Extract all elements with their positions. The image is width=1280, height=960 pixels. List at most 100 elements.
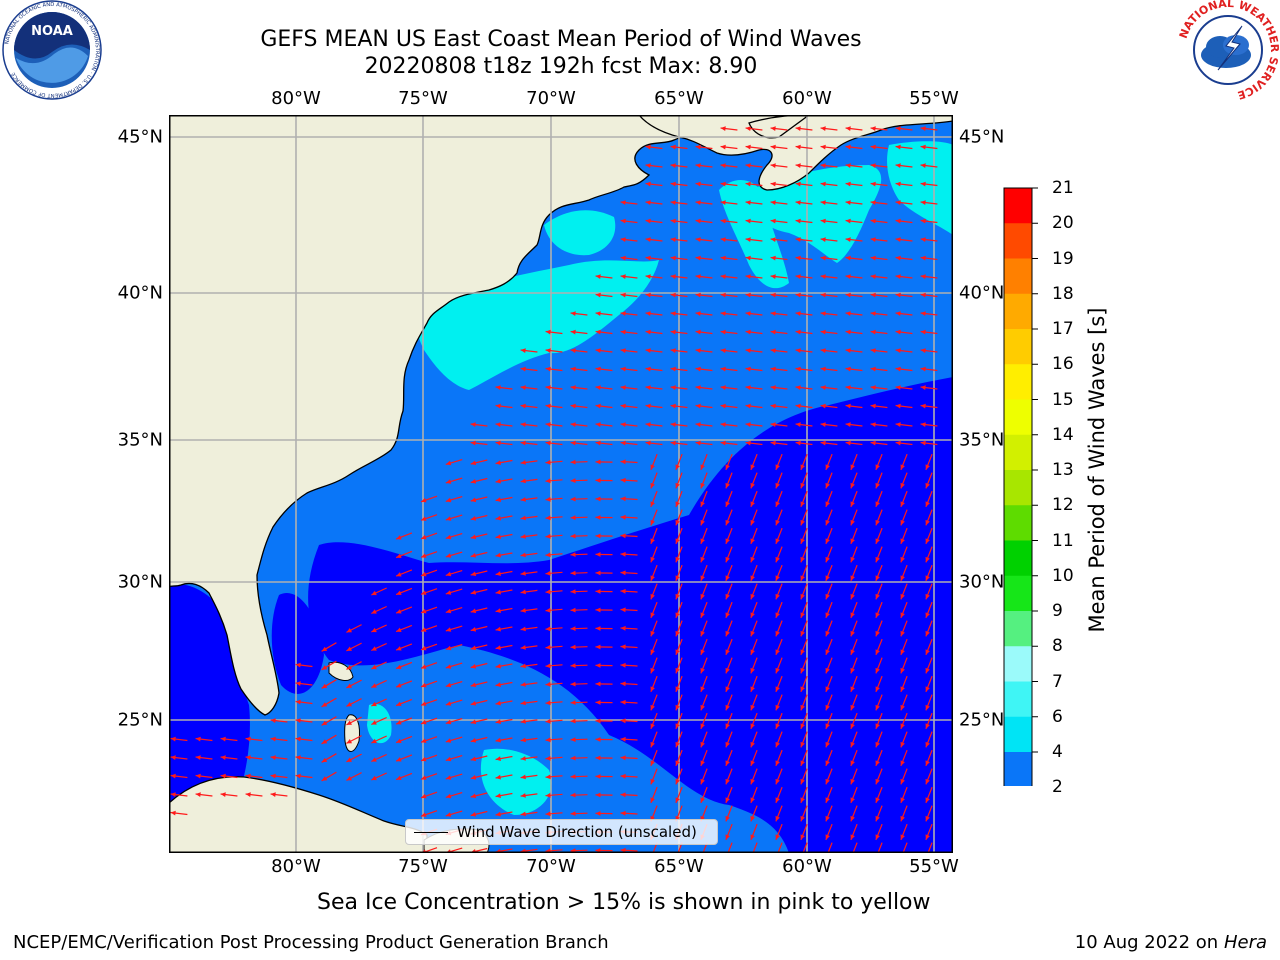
wave-arrow-head <box>620 311 626 316</box>
wave-arrow-head <box>371 664 377 670</box>
wave-arrow-head <box>700 482 705 489</box>
wave-arrow-head <box>775 649 780 655</box>
wave-arrow-head <box>825 815 830 822</box>
wave-arrow-head <box>745 329 751 335</box>
wave-arrow-head <box>545 681 551 687</box>
wave-arrow-head <box>695 311 701 316</box>
wave-arrow-head <box>371 701 377 707</box>
wave-arrow-head <box>870 348 876 353</box>
wave-arrow-head <box>645 237 651 242</box>
wave-arrow-head <box>421 719 427 725</box>
wave-arrow-head <box>321 646 328 652</box>
wave-arrow-head <box>875 649 880 655</box>
wave-arrow-head <box>695 348 701 353</box>
wave-arrow-head <box>620 810 626 816</box>
wave-arrow-head <box>750 778 755 785</box>
wave-arrow-head <box>870 126 876 131</box>
colorbar-label-7: 7 <box>1052 671 1063 692</box>
wave-arrow-head <box>895 311 901 316</box>
wave-arrow-head <box>270 755 276 760</box>
wave-arrow-head <box>195 773 201 779</box>
wave-arrow-head <box>470 590 477 595</box>
wave-arrow-head <box>595 440 601 446</box>
wave-arrow-head <box>695 181 701 187</box>
wave-arrow-head <box>545 700 551 706</box>
wave-arrow-head <box>396 720 402 725</box>
wave-arrow-head <box>620 403 626 409</box>
wave-arrow-head <box>800 760 805 766</box>
wave-arrow-head <box>371 775 377 781</box>
colorbar-label-15: 15 <box>1052 389 1074 410</box>
wave-arrow-head <box>745 237 751 242</box>
wave-arrow-head <box>595 774 601 779</box>
wave-arrow-head <box>495 515 501 521</box>
wave-arrow-head <box>725 575 730 581</box>
colorbar-title: Mean Period of Wind Waves [s] <box>1085 307 1109 633</box>
wave-arrow-head <box>725 686 730 692</box>
lat-tick-right-2: 35°N <box>959 429 1005 451</box>
wave-arrow-head <box>850 741 855 748</box>
wave-arrow-head <box>700 649 705 655</box>
wave-arrow-head <box>620 459 626 465</box>
wave-arrow-head <box>770 144 776 150</box>
wave-arrow-head <box>595 366 601 372</box>
wave-arrow-head <box>595 496 601 502</box>
lat-tick-left-4: 25°N <box>117 709 163 731</box>
wave-arrow-head <box>925 667 930 674</box>
wave-arrow-head <box>875 778 880 785</box>
wave-arrow-head <box>770 366 776 372</box>
wave-arrow-head <box>745 311 751 316</box>
wave-arrow-head <box>895 329 901 335</box>
wave-arrow-head <box>800 464 805 470</box>
wave-arrow-head <box>495 663 501 669</box>
wave-arrow-head <box>670 348 676 353</box>
wave-arrow-head <box>850 760 855 766</box>
wave-arrow-head <box>725 556 730 563</box>
wave-arrow-head <box>670 181 676 187</box>
wave-arrow-head <box>321 720 328 726</box>
wave-arrow-head <box>545 755 551 761</box>
wave-arrow-head <box>495 440 501 446</box>
wave-arrow-head <box>520 608 526 613</box>
wave-arrow-head <box>346 739 352 744</box>
wave-arrow-head <box>470 812 477 817</box>
wave-arrow-head <box>495 478 501 484</box>
wave-arrow-head <box>570 755 576 761</box>
wave-arrow-head <box>895 200 901 205</box>
wave-arrow-head <box>495 460 501 465</box>
wave-arrow-head <box>825 649 830 655</box>
wave-arrow-head <box>295 699 301 705</box>
wave-arrow-head <box>750 834 755 840</box>
wave-arrow-head <box>845 292 851 298</box>
wave-arrow-head <box>745 274 751 279</box>
wave-arrow-head <box>545 348 551 353</box>
lon-tick-bottom-5: 55°W <box>909 856 959 877</box>
wave-arrow-head <box>800 815 805 822</box>
wave-arrow-head <box>795 311 801 316</box>
wave-arrow-head <box>845 348 851 353</box>
wave-arrow-head <box>371 646 377 651</box>
wave-arrow-head <box>745 218 751 224</box>
legend-label: Wind Wave Direction (unscaled) <box>457 823 697 841</box>
wave-arrow-head <box>695 403 701 409</box>
wave-arrow-head <box>270 792 276 797</box>
wave-arrow-head <box>850 797 855 803</box>
wave-arrow-head <box>720 440 726 446</box>
wave-arrow-head <box>295 681 301 686</box>
wave-arrow-head <box>750 723 755 729</box>
wave-arrow-head <box>675 501 680 507</box>
wave-arrow-head <box>850 482 855 489</box>
wave-arrow-head <box>520 571 526 576</box>
wave-arrow-head <box>825 723 830 729</box>
footer-credit: NCEP/EMC/Verification Post Processing Pr… <box>13 932 609 953</box>
wave-arrow-head <box>245 773 251 779</box>
wave-arrow-head <box>720 200 726 205</box>
wave-arrow-head <box>750 760 755 766</box>
wave-arrow-head <box>745 385 751 390</box>
wave-arrow-head <box>650 538 655 544</box>
lon-tick-top-5: 55°W <box>909 88 959 109</box>
wave-arrow-head <box>645 181 651 187</box>
lat-tick-left-3: 30°N <box>117 571 163 593</box>
colorbar-segment-1 <box>1004 716 1032 753</box>
legend-line-swatch <box>414 831 448 833</box>
